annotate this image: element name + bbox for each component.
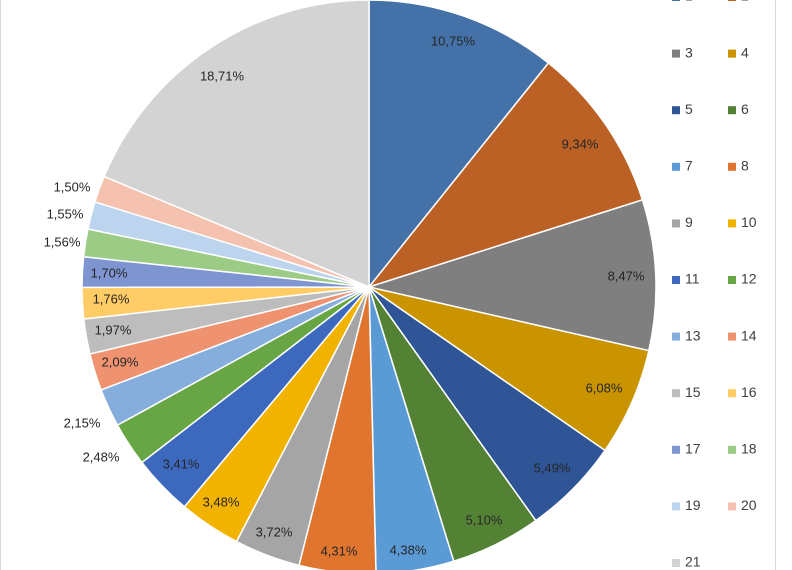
pie-slice-2 — [366, 61, 644, 289]
legend-label-16: 16 — [741, 384, 757, 400]
pie-data-labels: 10,75% 9,34% 8,47% 6,08% 5,49% 5,10% 4,38% 4,31… — [44, 33, 645, 558]
legend-entry-7: 7 — [672, 158, 693, 174]
data-label-12: 2,48% — [83, 449, 120, 464]
legend-label-8: 8 — [741, 158, 749, 174]
data-label-5: 5,49% — [534, 460, 571, 475]
legend-label-3: 3 — [685, 44, 693, 60]
legend-swatch-1 — [672, 0, 680, 1]
legend-swatch-2 — [728, 0, 736, 1]
legend-entry-20: 20 — [728, 497, 757, 513]
legend-swatch-10 — [728, 219, 736, 228]
pie-slice-7 — [368, 286, 455, 570]
legend-entry-3: 3 — [672, 44, 693, 60]
legend-swatch-17 — [672, 445, 680, 454]
legend-label-4: 4 — [741, 44, 749, 60]
legend-swatch-7 — [672, 162, 680, 171]
legend-entry-18: 18 — [728, 441, 757, 457]
legend-label-2: 2 — [741, 0, 749, 4]
legend-label-17: 17 — [685, 441, 701, 457]
data-label-7: 4,38% — [390, 542, 427, 557]
data-label-4: 6,08% — [586, 380, 623, 395]
legend-label-12: 12 — [741, 271, 757, 287]
data-label-21: 18,71% — [200, 68, 245, 83]
legend-entry-5: 5 — [672, 101, 693, 117]
data-label-2: 9,34% — [562, 136, 599, 151]
legend-swatch-18 — [728, 445, 736, 454]
data-label-13: 2,15% — [64, 415, 101, 430]
legend-label-18: 18 — [741, 441, 757, 457]
legend-entry-4: 4 — [728, 44, 749, 60]
data-label-17: 1,70% — [91, 265, 128, 280]
legend-swatch-15 — [672, 389, 680, 398]
pie-slice-21 — [103, 0, 370, 289]
data-label-6: 5,10% — [466, 512, 503, 527]
legend-label-21: 21 — [685, 554, 701, 570]
legend-entry-14: 14 — [728, 327, 757, 343]
legend-label-14: 14 — [741, 327, 757, 343]
legend-swatch-4 — [728, 49, 736, 58]
legend-label-20: 20 — [741, 497, 757, 513]
legend-entry-15: 15 — [672, 384, 701, 400]
legend: 123456789101112131415161718192021 — [672, 0, 757, 570]
data-label-16: 1,76% — [93, 291, 130, 306]
legend-swatch-20 — [728, 502, 736, 511]
data-label-20: 1,50% — [54, 179, 91, 194]
legend-label-10: 10 — [741, 214, 757, 230]
data-label-19: 1,55% — [47, 206, 84, 221]
data-label-1: 10,75% — [431, 33, 476, 48]
legend-label-5: 5 — [685, 101, 693, 117]
legend-entry-12: 12 — [728, 271, 757, 287]
legend-label-15: 15 — [685, 384, 701, 400]
legend-swatch-6 — [728, 106, 736, 115]
legend-entry-1: 1 — [672, 0, 693, 4]
legend-entry-13: 13 — [672, 327, 701, 343]
pie-slice-3 — [366, 198, 657, 352]
legend-swatch-19 — [672, 502, 680, 511]
legend-label-11: 11 — [685, 271, 700, 287]
data-label-11: 3,41% — [163, 456, 200, 471]
legend-swatch-5 — [672, 106, 680, 115]
legend-label-7: 7 — [685, 158, 693, 174]
legend-entry-11: 11 — [672, 271, 700, 287]
legend-entry-21: 21 — [672, 554, 701, 570]
data-label-10: 3,48% — [203, 494, 240, 509]
data-label-8: 4,31% — [321, 543, 358, 558]
legend-swatch-8 — [728, 162, 736, 171]
legend-entry-10: 10 — [728, 214, 757, 230]
data-label-18: 1,56% — [44, 234, 81, 249]
legend-swatch-11 — [672, 276, 680, 284]
legend-label-13: 13 — [685, 327, 701, 343]
legend-label-6: 6 — [741, 101, 749, 117]
data-label-9: 3,72% — [256, 524, 293, 539]
pie-slices — [81, 0, 657, 570]
legend-swatch-9 — [672, 219, 680, 228]
legend-entry-17: 17 — [672, 441, 701, 457]
legend-entry-19: 19 — [672, 497, 701, 513]
data-label-3: 8,47% — [608, 268, 645, 283]
legend-label-9: 9 — [685, 214, 693, 230]
pie-slice-1 — [368, 0, 550, 290]
legend-swatch-21 — [672, 559, 680, 567]
legend-entry-16: 16 — [728, 384, 757, 400]
legend-swatch-3 — [672, 49, 680, 58]
legend-swatch-14 — [728, 332, 736, 341]
legend-swatch-12 — [728, 276, 736, 284]
data-label-15: 1,97% — [95, 322, 132, 337]
legend-entry-8: 8 — [728, 158, 749, 174]
legend-entry-9: 9 — [672, 214, 693, 230]
legend-label-19: 19 — [685, 497, 701, 513]
legend-label-1: 1 — [685, 0, 693, 4]
legend-swatch-13 — [672, 332, 680, 341]
legend-entry-6: 6 — [728, 101, 749, 117]
legend-swatch-16 — [728, 389, 736, 398]
legend-entry-2: 2 — [728, 0, 749, 4]
data-label-14: 2,09% — [102, 354, 139, 369]
